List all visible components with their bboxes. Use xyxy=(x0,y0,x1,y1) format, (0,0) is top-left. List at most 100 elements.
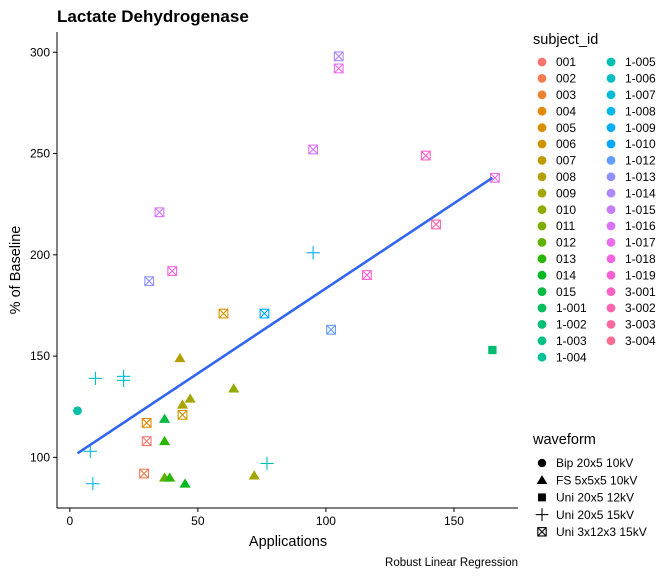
data-point xyxy=(176,399,189,409)
x-tick-label: 100 xyxy=(316,514,336,528)
data-point xyxy=(333,63,344,74)
x-tick-label: 50 xyxy=(191,514,205,528)
subject-legend-item: 1-013 xyxy=(606,170,656,184)
legend-key xyxy=(606,336,616,346)
data-point xyxy=(333,51,344,62)
legend-key xyxy=(537,205,547,215)
legend-key xyxy=(537,57,547,67)
subject-legend-item: 1-009 xyxy=(606,121,656,135)
data-point xyxy=(431,219,441,230)
subject-legend-title: subject_id xyxy=(533,32,598,48)
legend-key xyxy=(537,188,547,198)
legend-label: 1-005 xyxy=(625,55,656,69)
legend-key xyxy=(606,156,616,165)
waveform-legend-title: waveform xyxy=(532,432,596,448)
legend-key xyxy=(606,221,616,231)
waveform-legend-item: Uni 20x5 15kV xyxy=(535,508,634,522)
legend-key xyxy=(537,320,547,329)
data-point xyxy=(86,477,100,491)
legend-key xyxy=(606,172,616,182)
waveform-legend-item: FS 5x5x5 10kV xyxy=(536,473,637,487)
legend-label: 007 xyxy=(556,154,576,168)
legend-key xyxy=(537,238,547,247)
subject-legend-item: 010 xyxy=(537,203,576,217)
subject-legend-item: 1-015 xyxy=(606,203,656,217)
subject-legend-item: 3-001 xyxy=(606,285,656,299)
y-axis-title: % of Baseline xyxy=(8,226,24,315)
data-point xyxy=(488,345,497,355)
subject-legend-item: 1-018 xyxy=(606,252,656,266)
subject-legend-item: 008 xyxy=(537,170,576,184)
legend-label: 1-013 xyxy=(625,170,656,184)
data-point xyxy=(144,276,155,287)
data-point xyxy=(326,324,336,335)
data-point xyxy=(248,470,260,480)
legend-key xyxy=(606,139,616,149)
data-point xyxy=(490,172,500,183)
legend-label: 1-002 xyxy=(556,318,587,332)
legend-key xyxy=(606,188,616,198)
subject-legend-item: 3-003 xyxy=(606,318,656,332)
data-point xyxy=(361,270,372,280)
legend-label: 013 xyxy=(556,252,576,266)
legend-key xyxy=(537,90,547,100)
waveform-legend-item: Uni 20x5 12kV xyxy=(538,491,634,505)
y-tick-label: 200 xyxy=(30,248,50,262)
legend-label: 008 xyxy=(556,170,576,184)
subject-legend-item: 1-002 xyxy=(537,318,587,332)
waveform-legend: waveform Bip 20x5 10kV FS 5x5x5 10kV Uni 2… xyxy=(532,432,647,539)
y-tick-label: 300 xyxy=(30,45,50,59)
legend-label: 004 xyxy=(556,104,576,118)
legend-label: FS 5x5x5 10kV xyxy=(556,473,637,487)
legend-key xyxy=(606,270,616,280)
legend-key xyxy=(606,57,616,67)
y-tick-label: 150 xyxy=(30,349,50,363)
legend-key xyxy=(606,303,616,313)
legend-label: 1-017 xyxy=(625,236,656,250)
data-point xyxy=(139,468,149,479)
subject-legend-item: 007 xyxy=(537,154,576,168)
data-point xyxy=(177,409,188,420)
legend-key xyxy=(537,106,547,116)
legend-label: 1-008 xyxy=(625,104,656,118)
legend-label: 1-006 xyxy=(625,72,656,86)
legend-key xyxy=(606,320,616,329)
subject-legend-item: 006 xyxy=(537,137,576,151)
data-point xyxy=(420,150,431,161)
legend-label: 015 xyxy=(556,285,576,299)
data-point xyxy=(88,371,103,386)
legend-label: 1-014 xyxy=(625,186,656,200)
data-point xyxy=(159,435,171,446)
subject-legend-item: 1-017 xyxy=(606,236,656,250)
legend-key xyxy=(538,493,546,502)
legend-key xyxy=(537,221,547,231)
plot-area xyxy=(73,51,500,491)
waveform-legend-item: Bip 20x5 10kV xyxy=(537,456,633,470)
legend-key xyxy=(606,123,616,132)
legend-label: 3-004 xyxy=(625,334,656,348)
x-axis-title: Applications xyxy=(249,534,327,550)
legend-label: 1-009 xyxy=(625,121,656,135)
subject-legend-item: 005 xyxy=(537,121,576,135)
legend-label: Bip 20x5 10kV xyxy=(556,456,633,470)
data-point xyxy=(184,393,196,403)
legend-label: 1-010 xyxy=(625,137,656,151)
legend-key xyxy=(606,205,616,215)
subject-legend-item: 1-010 xyxy=(606,137,656,151)
subject-legend-item: 1-004 xyxy=(537,350,587,364)
data-point xyxy=(164,472,176,482)
subject-legend-item: 1-012 xyxy=(606,154,656,168)
legend-key xyxy=(536,475,548,484)
subject-legend-item: 002 xyxy=(537,72,576,86)
legend-key xyxy=(537,527,547,537)
legend-label: 012 xyxy=(556,236,576,250)
legend-key xyxy=(537,172,547,182)
data-point xyxy=(218,308,229,319)
legend-key xyxy=(537,139,547,149)
legend-key xyxy=(537,254,547,264)
x-tick-label: 150 xyxy=(444,514,464,528)
legend-label: 1-007 xyxy=(625,88,656,102)
legend-label: 1-019 xyxy=(625,268,656,282)
legend-label: 011 xyxy=(556,219,575,233)
